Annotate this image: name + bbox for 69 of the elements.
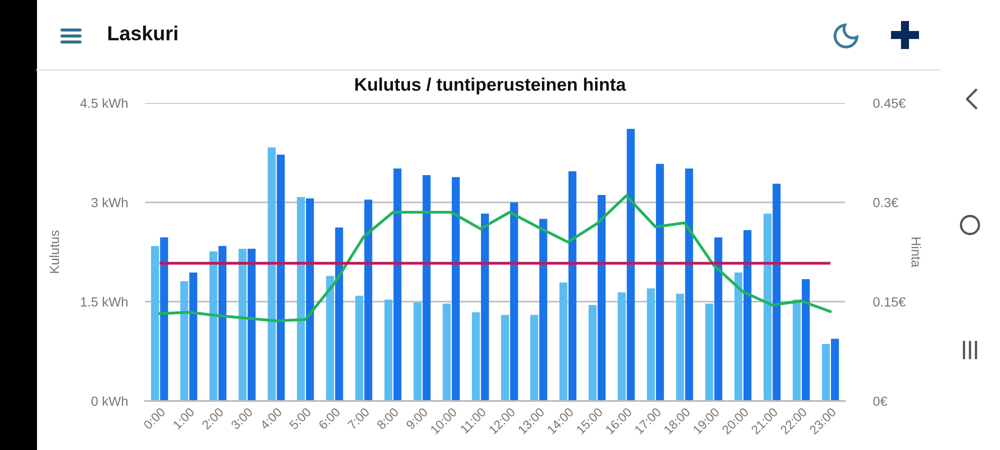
bar [364, 200, 372, 401]
bar [685, 168, 694, 401]
bar [568, 171, 576, 401]
bar [442, 304, 451, 401]
bar [335, 228, 344, 401]
y-tick-label: 4.5 kWh [80, 98, 128, 108]
bar [326, 276, 334, 401]
bar [510, 202, 518, 401]
bar [180, 281, 188, 401]
bar [189, 272, 198, 401]
bar [248, 248, 256, 401]
bar [384, 300, 392, 401]
bar [160, 237, 168, 401]
bar [480, 214, 489, 401]
bar [705, 304, 714, 401]
bar [276, 154, 285, 401]
x-tick-label: 7:00 [347, 407, 370, 430]
y2-axis-title: Hinta [911, 238, 922, 268]
chart-title: Kulutus / tuntiperusteinen hinta [355, 78, 626, 94]
x-tick-label: 9:00 [406, 407, 428, 430]
x-tick-label: 5:00 [288, 407, 312, 430]
bar [393, 168, 402, 401]
y2-tick-label: 0.3€ [873, 198, 898, 208]
x-tick-label: 6:00 [318, 407, 341, 430]
x-tick-label: 3:00 [230, 407, 254, 430]
bar [238, 248, 247, 401]
bar [822, 344, 830, 401]
bar [452, 177, 460, 401]
bar [355, 296, 364, 401]
bar [676, 294, 684, 401]
x-tick-label: 4:00 [259, 407, 282, 430]
bar [559, 282, 568, 401]
y-tick-label: 1.5 kWh [80, 296, 128, 307]
bar [306, 198, 314, 401]
text: Laskuri [108, 26, 178, 40]
bar [296, 197, 305, 401]
bar [656, 164, 664, 401]
bar [588, 304, 597, 401]
bar [772, 184, 781, 401]
bar [626, 128, 635, 401]
bar [802, 279, 810, 401]
y-tick-label: 3 kWh [91, 198, 128, 208]
bar [792, 300, 801, 401]
bar [268, 147, 276, 401]
bar [151, 246, 160, 401]
bar [539, 218, 548, 401]
y2-tick-label: 0.15€ [873, 297, 906, 307]
bar [830, 338, 839, 401]
bar [414, 302, 422, 401]
bar [734, 272, 742, 401]
bar [422, 175, 431, 401]
bar [714, 237, 722, 401]
y-axis-title: Kulutus [49, 230, 60, 273]
line-series [158, 194, 832, 322]
bar [472, 312, 480, 401]
bar [646, 288, 655, 401]
bar [764, 214, 772, 401]
y2-tick-label: 0.45€ [873, 98, 906, 108]
x-tick-label: 0:00 [142, 407, 166, 430]
x-tick-label: 8:00 [376, 407, 400, 430]
bar [209, 251, 218, 401]
bar [501, 314, 510, 401]
bar [743, 230, 752, 401]
y2-tick-label: 0€ [873, 396, 888, 406]
bar [530, 314, 538, 401]
bar [598, 195, 606, 401]
bar [618, 292, 626, 401]
bar [218, 246, 226, 401]
y-tick-label: 0 kWh [91, 396, 128, 406]
